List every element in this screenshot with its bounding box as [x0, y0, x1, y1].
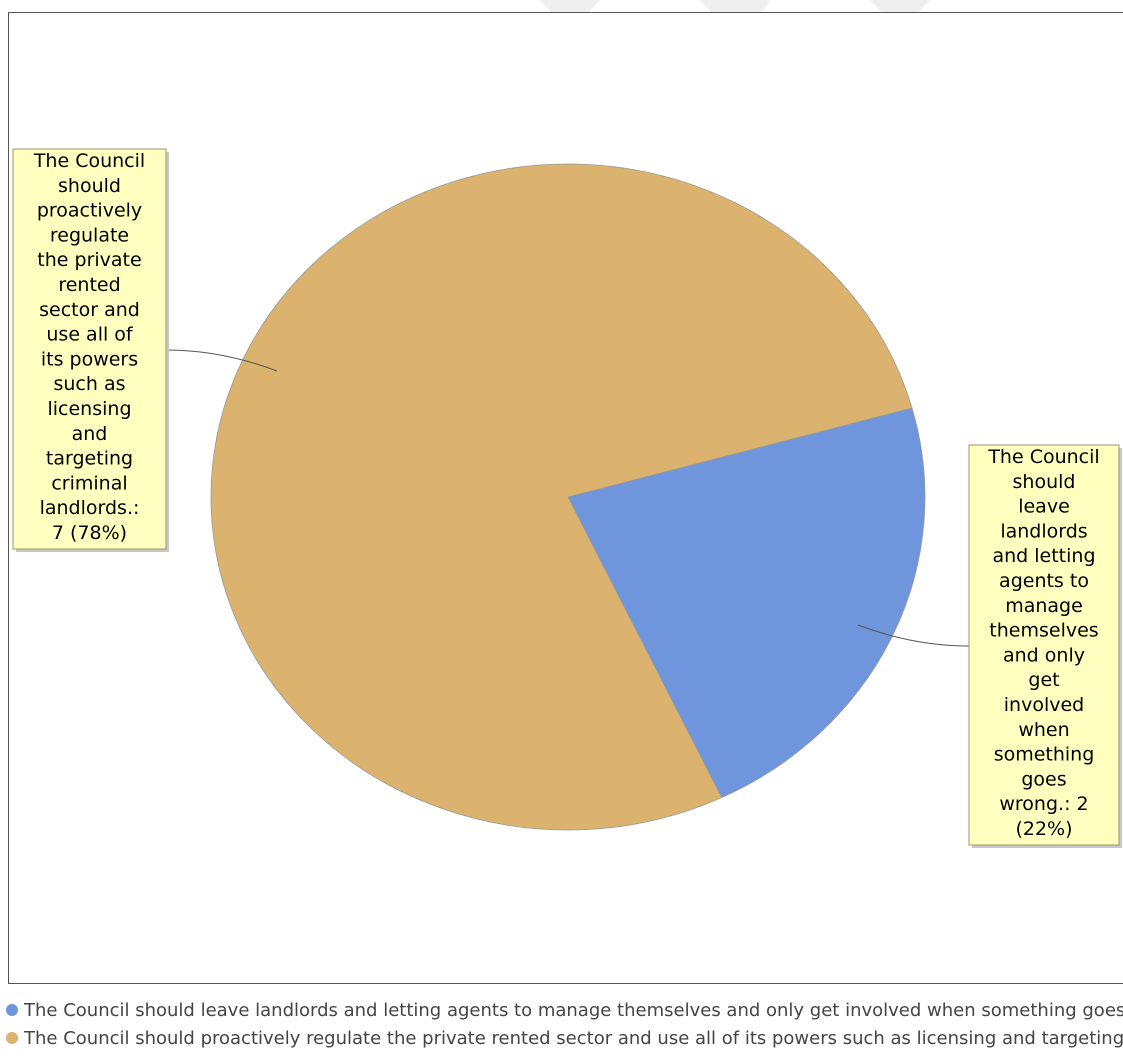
- legend-label: The Council should proactively regulate …: [24, 1028, 1123, 1049]
- slice-label-line: goes: [1021, 768, 1066, 790]
- slice-label-line: criminal: [51, 472, 127, 494]
- slice-label-line: involved: [1004, 694, 1084, 716]
- slice-label-line: and only: [1003, 644, 1085, 666]
- slice-label-line: get: [1028, 669, 1059, 691]
- slice-label-line: regulate: [50, 224, 129, 246]
- slice-label-line: use all of: [46, 324, 134, 346]
- slice-label-line: targeting: [46, 448, 133, 470]
- pie-slice-1: [210, 163, 913, 831]
- legend: The Council should leave landlords and l…: [6, 998, 1123, 1058]
- pie-slices: [210, 163, 926, 831]
- slice-label-line: when: [1018, 719, 1069, 741]
- slice-label-line: 7 (78%): [52, 522, 127, 544]
- slice-label-line: proactively: [37, 200, 142, 222]
- slice-label-line: its powers: [41, 348, 138, 370]
- slice-label-line: sector and: [39, 299, 140, 321]
- slice-label-line: leave: [1018, 496, 1070, 518]
- slice-label-line: The Council: [33, 150, 145, 172]
- slice-label-line: something: [994, 744, 1095, 766]
- slice-label-line: and letting: [992, 545, 1095, 567]
- slice-label-line: rented: [58, 274, 120, 296]
- slice-label-line: and: [72, 423, 108, 445]
- label-box-0: [968, 444, 1120, 846]
- slice-label-line: manage: [1005, 595, 1083, 617]
- slice-label-line: should: [58, 175, 121, 197]
- legend-label: The Council should leave landlords and l…: [24, 1000, 1123, 1021]
- label-box-1: [12, 148, 167, 550]
- slice-label-line: agents to: [999, 570, 1089, 592]
- slice-label-line: wrong.: 2: [999, 793, 1088, 815]
- pie-slice-0: [567, 407, 926, 799]
- slice-label-line: The Council: [987, 446, 1099, 468]
- legend-item: The Council should leave landlords and l…: [6, 998, 1123, 1024]
- legend-swatch-blue: [6, 1003, 18, 1016]
- slice-label-line: licensing: [47, 398, 131, 420]
- slice-label-line: such as: [53, 373, 125, 395]
- label-connectors: [165, 349, 970, 647]
- legend-swatch-tan: [6, 1031, 18, 1044]
- label-connector-0: [857, 624, 970, 647]
- slice-label-line: landlords.:: [40, 497, 140, 519]
- legend-item: The Council should proactively regulate …: [6, 1026, 1123, 1052]
- label-connector-1: [165, 349, 278, 372]
- slice-label-line: (22%): [1015, 818, 1072, 840]
- slice-label-line: themselves: [989, 620, 1098, 642]
- slice-label-line: landlords: [1000, 520, 1087, 542]
- slice-label-line: should: [1013, 471, 1076, 493]
- slice-label-line: the private: [37, 249, 141, 271]
